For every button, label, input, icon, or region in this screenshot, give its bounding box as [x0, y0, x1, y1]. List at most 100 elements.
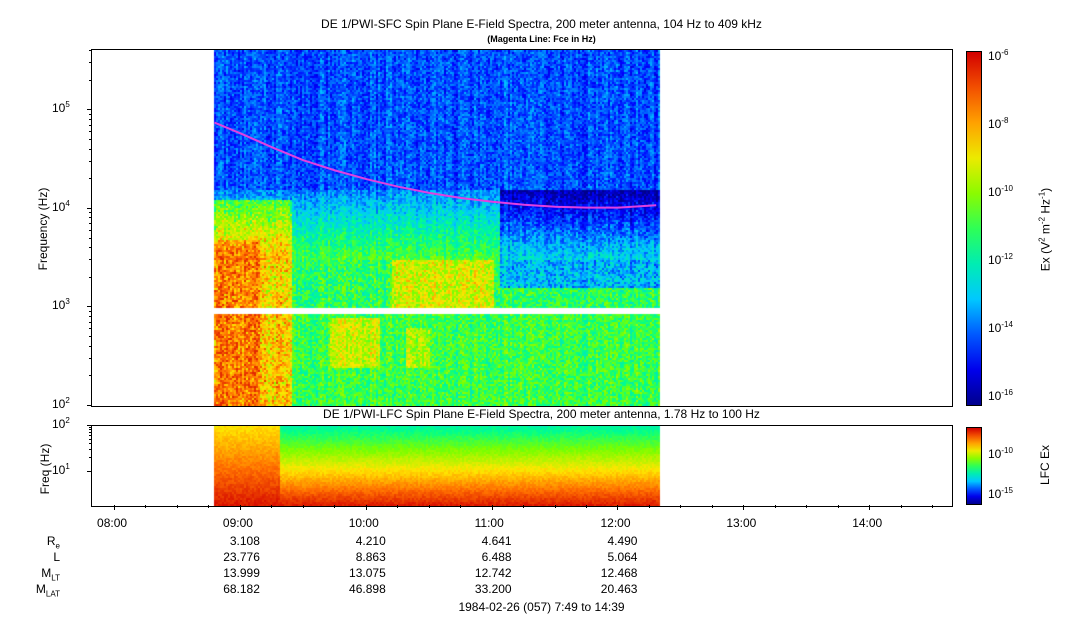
- ephemeris-value: 13.999: [223, 566, 260, 580]
- y-minor-tick: [89, 435, 92, 437]
- y-minor-tick: [89, 217, 92, 219]
- time-minor-tick: [428, 505, 430, 508]
- y-tick-mark: [87, 109, 92, 111]
- y-minor-tick: [89, 375, 92, 377]
- y-minor-tick: [89, 212, 92, 214]
- colorbar-tick-label: 10-10: [988, 184, 1013, 199]
- lfc-spectrogram-panel[interactable]: [91, 425, 953, 507]
- ephemeris-value: 12.468: [600, 566, 638, 580]
- y-minor-tick: [89, 160, 92, 162]
- colorbar-tick-label: 10-14: [988, 320, 1013, 335]
- time-range-footer: 1984-02-26 (057) 7:49 to 14:39: [458, 600, 625, 614]
- y-minor-tick: [89, 118, 92, 120]
- time-minor-tick: [208, 505, 210, 508]
- y-minor-tick: [89, 223, 92, 225]
- y-minor-tick: [89, 448, 92, 450]
- y-tick-mark: [87, 425, 92, 426]
- time-tick-mark: [239, 505, 241, 510]
- sfc-colorbar: [966, 51, 982, 406]
- time-tick-mark: [869, 505, 871, 510]
- time-minor-tick: [837, 505, 839, 508]
- ephemeris-value: 13.075: [349, 566, 386, 580]
- colorbar-tick-label: 10-10: [988, 446, 1013, 461]
- ephemeris-value: 3.108: [229, 534, 260, 548]
- time-minor-tick: [397, 505, 399, 508]
- y-minor-tick: [89, 131, 92, 133]
- y-minor-tick: [89, 429, 92, 431]
- ephemeris-row-label: MLAT: [35, 582, 60, 599]
- time-tick-label: 14:00: [852, 516, 883, 530]
- y-tick-mark: [87, 207, 92, 209]
- sfc-spectrogram-panel[interactable]: [91, 49, 953, 407]
- y-minor-tick: [89, 276, 92, 278]
- time-minor-tick: [271, 505, 273, 508]
- time-minor-tick: [523, 505, 525, 508]
- y-minor-tick: [89, 357, 92, 359]
- y-tick-mark: [87, 306, 92, 308]
- y-tick-label: 103: [52, 297, 70, 313]
- ephemeris-value: 20.463: [600, 582, 638, 596]
- time-tick-mark: [743, 505, 745, 510]
- time-minor-tick: [302, 505, 304, 508]
- sfc-spectrogram-image: [92, 50, 952, 406]
- time-minor-tick: [806, 505, 808, 508]
- y-minor-tick: [89, 229, 92, 231]
- ephemeris-value: 5.064: [607, 550, 638, 564]
- y-minor-tick: [89, 247, 92, 249]
- ephemeris-value: 4.490: [607, 534, 638, 548]
- ephemeris-value: 23.776: [223, 550, 260, 564]
- colorbar-tick-label: 10-6: [988, 48, 1009, 63]
- lfc-spectrogram-image: [92, 426, 952, 506]
- time-tick-label: 10:00: [348, 516, 379, 530]
- y-minor-tick: [89, 456, 92, 458]
- ephemeris-value: 33.200: [474, 582, 512, 596]
- time-minor-tick: [176, 505, 178, 508]
- time-minor-tick: [900, 505, 902, 508]
- time-tick-label: 08:00: [97, 516, 128, 530]
- y-minor-tick: [89, 178, 92, 180]
- ephemeris-row-label: Re: [46, 534, 60, 551]
- sfc-overlay: [214, 121, 657, 209]
- y-tick-label: 102: [52, 416, 70, 431]
- lfc-colorbar-label: LFC Ex: [1038, 445, 1052, 486]
- ephemeris-value: 8.863: [355, 550, 386, 564]
- y-minor-tick: [89, 124, 92, 126]
- ephemeris-value: 12.742: [474, 566, 512, 580]
- ephemeris-value: 4.641: [481, 534, 512, 548]
- ephemeris-value: 6.488: [481, 550, 512, 564]
- y-tick-mark: [87, 405, 92, 406]
- y-minor-tick: [89, 49, 92, 51]
- time-minor-tick: [774, 505, 776, 508]
- y-minor-tick: [89, 438, 92, 440]
- y-tick-mark: [87, 470, 92, 472]
- y-minor-tick: [89, 259, 92, 261]
- y-tick-label: 101: [52, 461, 70, 477]
- y-minor-tick: [89, 315, 92, 317]
- y-minor-tick: [89, 62, 92, 64]
- time-tick-mark: [365, 505, 367, 510]
- y-tick-label: 102: [52, 396, 70, 411]
- ephemeris-value: 46.898: [349, 582, 386, 596]
- y-minor-tick: [89, 321, 92, 323]
- y-minor-tick: [89, 237, 92, 239]
- lfc-ylabel: Freq (Hz): [38, 443, 52, 495]
- time-minor-tick: [711, 505, 713, 508]
- y-minor-tick: [89, 113, 92, 115]
- lfc-title: DE 1/PWI-LFC Spin Plane E-Field Spectra,…: [323, 407, 760, 421]
- sfc-subtitle: (Magenta Line: Fce in Hz): [487, 34, 596, 44]
- time-minor-tick: [145, 505, 147, 508]
- time-minor-tick: [460, 505, 462, 508]
- y-minor-tick: [89, 432, 92, 434]
- y-minor-tick: [89, 427, 92, 429]
- y-minor-tick: [89, 79, 92, 81]
- time-tick-label: 09:00: [222, 516, 253, 530]
- lfc-colorbar: [966, 427, 982, 505]
- ephemeris-value: 68.182: [223, 582, 260, 596]
- sfc-colorbar-label: Ex (V2 m-2 Hz-1): [1037, 187, 1053, 272]
- y-tick-label: 104: [52, 198, 70, 214]
- y-minor-tick: [89, 328, 92, 330]
- time-minor-tick: [932, 505, 934, 508]
- colorbar-tick-label: 10-8: [988, 116, 1009, 131]
- sfc-title: DE 1/PWI-SFC Spin Plane E-Field Spectra,…: [321, 17, 762, 31]
- time-minor-tick: [586, 505, 587, 508]
